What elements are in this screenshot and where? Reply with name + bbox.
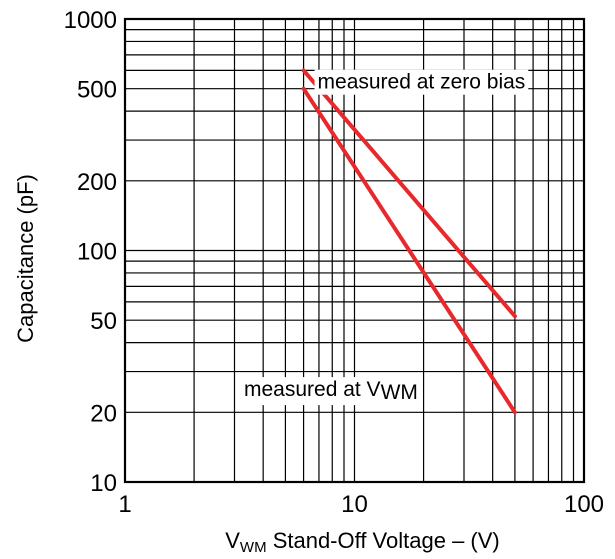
y-tick-label: 200 xyxy=(77,169,117,196)
y-tick-label: 500 xyxy=(77,77,117,104)
series-line-zero-bias xyxy=(301,68,517,319)
x-tick-label: 100 xyxy=(564,491,604,518)
annotation-subscript: WM xyxy=(381,381,418,404)
x-tick-label: 10 xyxy=(341,491,368,518)
y-tick-label: 10 xyxy=(90,470,117,497)
x-axis-title: VWM Stand-Off Voltage – (V) xyxy=(225,528,500,556)
y-tick-label: 1000 xyxy=(64,7,117,34)
series-lines xyxy=(301,68,517,415)
x-axis-title-main: V xyxy=(225,528,240,553)
grid xyxy=(125,19,584,482)
x-axis-title-rest: Stand-Off Voltage – (V) xyxy=(267,528,500,553)
annotation-background xyxy=(240,377,421,406)
y-tick-label: 50 xyxy=(90,308,117,335)
annotation-background xyxy=(314,69,529,95)
x-tick-label: 1 xyxy=(118,491,131,518)
annotation-zero-bias: measured at zero bias xyxy=(318,71,526,94)
x-axis-title-subscript: WM xyxy=(240,539,267,556)
series-line-at-vwm xyxy=(301,86,517,415)
annotations: measured at zero bias measured at VWM xyxy=(240,69,529,406)
annotation-main-text: measured at V xyxy=(244,378,381,401)
y-tick-label: 20 xyxy=(90,400,117,427)
annotation-at-vwm: measured at VWM xyxy=(244,378,418,404)
plot-frame xyxy=(123,17,586,484)
y-tick-label: 100 xyxy=(77,239,117,266)
y-axis-title: Capacitance (pF) xyxy=(13,174,38,343)
